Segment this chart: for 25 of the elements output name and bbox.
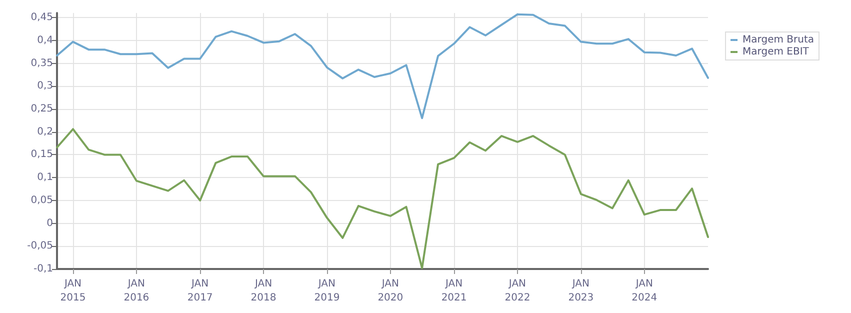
x-tick-label: JAN 2018 <box>250 278 276 304</box>
y-tick-label: -0,1 <box>33 264 53 274</box>
x-tick-label: JAN 2017 <box>187 278 213 304</box>
x-tick-label: JAN 2023 <box>568 278 594 304</box>
y-tick-label: 0,4 <box>37 34 53 46</box>
legend-label: Margem Bruta <box>742 34 814 46</box>
y-tick-label: 0,05 <box>30 194 53 206</box>
y-tick-label: 0,15 <box>30 149 53 160</box>
x-tick-label: JAN 2019 <box>314 278 340 304</box>
y-tick-label: 0 <box>46 218 53 229</box>
y-tick-label: 0,3 <box>37 80 53 92</box>
x-tick-label: JAN 2021 <box>441 278 467 304</box>
y-tick-label: 0,1 <box>37 172 53 184</box>
y-tick-label: 0,2 <box>37 126 53 138</box>
x-tick-label: JAN 2015 <box>60 278 86 304</box>
x-tick-label: JAN 2020 <box>378 278 404 304</box>
x-tick-label: JAN 2016 <box>124 278 150 304</box>
y-tick-label: 0,25 <box>30 104 53 114</box>
y-tick-label: 0,35 <box>30 58 53 69</box>
line-series <box>56 13 709 120</box>
y-tick-label: 0,45 <box>30 12 53 24</box>
x-tick-label: JAN 2024 <box>632 278 658 304</box>
y-tick-label: -0,05 <box>27 240 53 252</box>
legend-label: Margem EBIT <box>742 46 810 58</box>
x-tick-label: JAN 2022 <box>504 278 530 304</box>
